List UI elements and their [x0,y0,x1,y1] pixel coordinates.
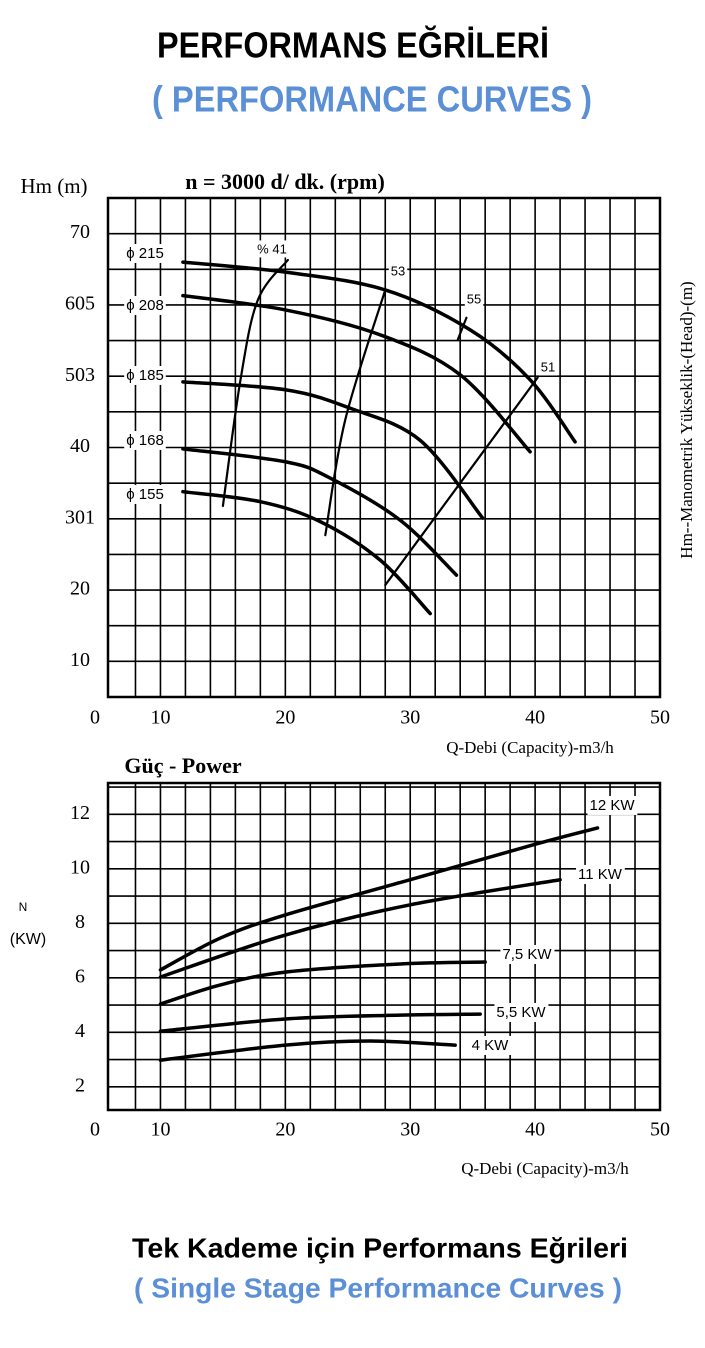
series-label: ϕ 208 [126,297,164,314]
series-label: 11 KW [578,866,623,883]
x-tick-label: 50 [650,1119,670,1141]
curve [158,826,600,972]
label-background [124,365,166,385]
series-label: ϕ 155 [126,486,164,503]
y-tick-label: 6 [75,965,85,987]
page-subtitle: ( PERFORMANCE CURVES ) [152,79,592,120]
series-label: ϕ 215 [126,245,164,262]
efficiency-label: 53 [391,263,405,278]
label-background [587,795,638,815]
plot-frame [106,196,662,699]
label-background [494,1002,549,1022]
y-tick-label: 12 [70,802,90,824]
curve [158,960,487,1006]
plot-frame [106,781,662,1112]
y-tick-label: 4 [75,1020,85,1042]
y-axis-label-right: Hm--Manometrik Yükseklik-(Head)-(m) [677,281,696,558]
x-tick-label: 40 [525,707,545,729]
efficiency-curve [456,316,468,341]
x-axis-label: Q-Debi (Capacity)-m3/h [461,1159,629,1178]
series-label: 12 KW [589,797,635,814]
label-background [576,864,625,884]
series-label: 7,5 KW [502,946,552,963]
curve [158,1012,482,1033]
label-background [388,262,408,280]
x-tick-label: 20 [275,1119,295,1141]
page-title: PERFORMANS EĞRİLERİ [157,25,549,66]
curve [181,447,459,577]
x-tick-label: 10 [150,1119,170,1141]
curve [158,877,562,979]
y-tick-label: 503 [65,364,95,386]
x-axis-label: Q-Debi (Capacity)-m3/h [446,738,614,757]
x-tick-label: 20 [275,707,295,729]
origin-label: 0 [90,1119,100,1141]
label-background [124,295,166,315]
origin-label: 0 [90,707,100,729]
label-background [255,240,289,258]
x-tick-label: 40 [525,1119,545,1141]
curve [181,293,532,454]
x-tick-label: 10 [150,707,170,729]
series-label: ϕ 185 [126,367,164,384]
y-tick-label: 20 [70,578,90,600]
x-tick-label: 50 [650,707,670,729]
label-background [124,243,166,263]
y-tick-label: 605 [65,293,95,315]
curve [158,1039,457,1062]
y-tick-label: 8 [75,911,85,933]
y-tick-label: 70 [70,221,90,243]
efficiency-label: % 41 [257,241,287,256]
label-background [124,484,166,504]
efficiency-curve [384,376,539,587]
label-background [464,290,484,308]
curve [181,380,485,520]
label-background [500,944,555,964]
y-tick-label: 10 [70,856,90,878]
series-label: ϕ 168 [126,432,164,449]
y-tick-label: 40 [70,435,90,457]
curve [181,260,577,444]
y-tick-label: 2 [75,1074,85,1096]
efficiency-label: 51 [541,359,555,374]
y-tick-label: 301 [65,506,95,528]
curve [181,489,432,616]
x-tick-label: 30 [400,707,420,729]
efficiency-curve [324,288,387,537]
chart-title: n = 3000 d/ dk. (rpm) [185,169,385,194]
efficiency-label: 55 [467,291,481,306]
y-axis-label: Hm (m) [20,174,87,198]
chart-title: Güç - Power [124,753,242,778]
y-axis-label: N [19,900,28,914]
y-tick-label: 10 [70,649,90,671]
series-label: 4 KW [472,1037,510,1054]
y-axis-unit: (KW) [10,931,46,948]
footer-title: Tek Kademe için Performans Eğrileri [132,1232,628,1263]
x-tick-label: 30 [400,1119,420,1141]
series-label: 5,5 KW [496,1004,546,1021]
label-background [124,430,166,450]
label-background [469,1035,512,1055]
label-background [538,358,558,376]
efficiency-curve [221,258,289,508]
footer-subtitle: ( Single Stage Performance Curves ) [134,1272,622,1303]
